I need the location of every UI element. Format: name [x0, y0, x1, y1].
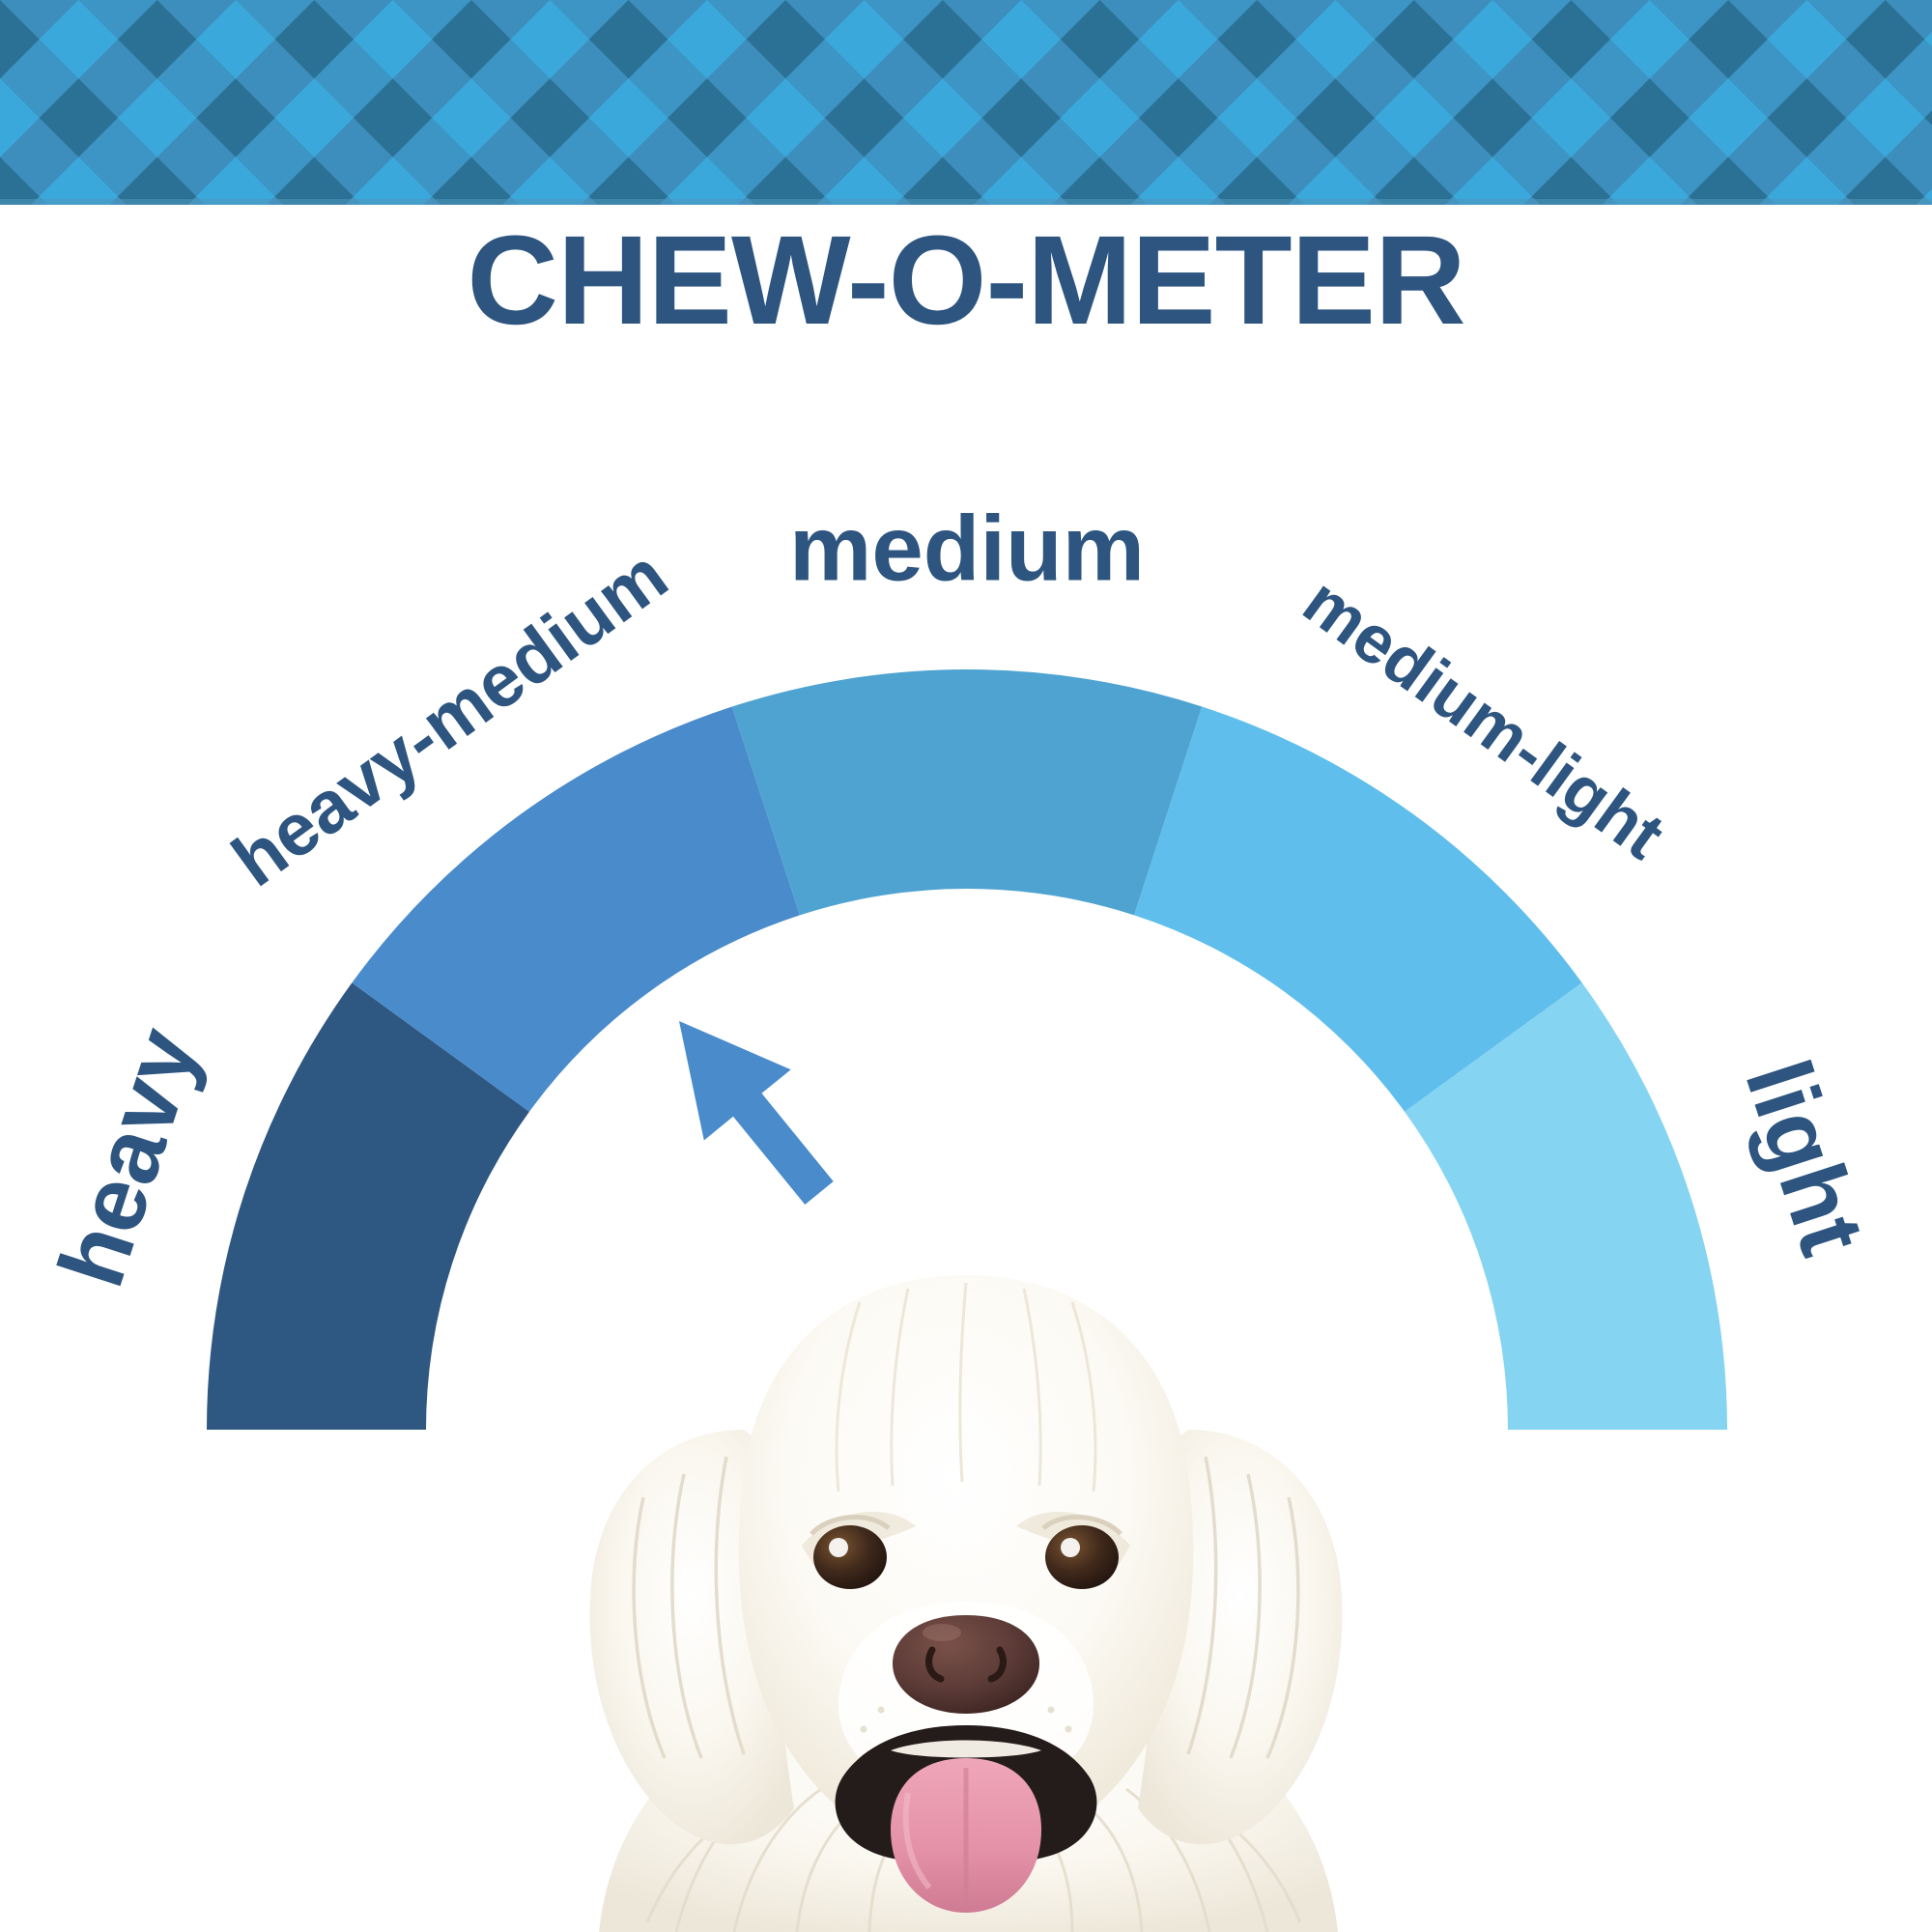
dog-teeth [891, 1740, 1041, 1758]
gauge-needle-arrow[interactable] [679, 1021, 834, 1205]
gauge-segment-group [207, 668, 1727, 1430]
gauge-segment-light[interactable] [1405, 982, 1727, 1430]
gauge-segment-medium[interactable] [731, 668, 1203, 916]
golden-retriever-photo [454, 1256, 1478, 1932]
dog-nose-highlight [923, 1624, 961, 1641]
gauge-label-medium: medium [789, 497, 1145, 600]
gauge-label-heavy: heavy [40, 1016, 219, 1298]
dog-right-eye-glint [1061, 1538, 1080, 1557]
dog-nose [893, 1615, 1039, 1714]
gauge-needle-arrow [679, 1021, 834, 1205]
gauge-segment-heavy[interactable] [207, 982, 529, 1430]
dog-right-eyelid [1041, 1515, 1122, 1536]
gauge-segment-medium-light[interactable] [1134, 706, 1582, 1112]
dog-whisker-dots [860, 1706, 1072, 1733]
gauge-segment-heavy-medium[interactable] [352, 706, 800, 1112]
dog-right-eye [1045, 1525, 1119, 1589]
dog-left-eyelid [810, 1515, 891, 1536]
dog-right-ear-fur [1186, 1456, 1300, 1759]
gingham-pattern-icon [0, 0, 1932, 205]
dog-left-eye-glint [829, 1538, 848, 1557]
dog-right-nostril [987, 1646, 1007, 1683]
dog-head-fur [835, 1282, 1097, 1492]
gingham-banner [0, 0, 1932, 205]
dog-illustration-icon [589, 1275, 1343, 1932]
dog-left-nostril [925, 1646, 945, 1683]
dog-left-eye [813, 1525, 887, 1589]
page-title: CHEW-O-METER [467, 209, 1465, 351]
dog-left-ear-fur [632, 1456, 746, 1759]
dog-tongue-highlight [902, 1792, 932, 1889]
gauge-label-light: light [1725, 1048, 1884, 1266]
